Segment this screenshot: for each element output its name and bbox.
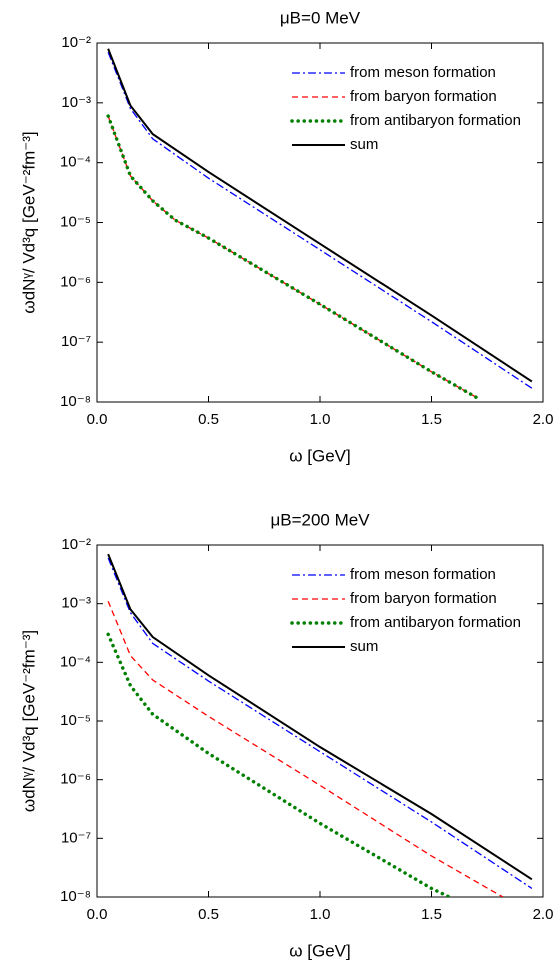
y-tick-label: 10⁻⁸ — [60, 888, 91, 905]
legend-label: from baryon formation — [350, 590, 497, 607]
x-tick-label: 1.0 — [310, 411, 331, 428]
series-line — [106, 114, 478, 400]
series-line — [107, 553, 533, 881]
y-tick-label: 10⁻⁵ — [60, 712, 91, 729]
legend-label: sum — [350, 638, 378, 655]
y-tick-label: 10⁻⁶ — [60, 273, 91, 290]
x-tick-label: 0.0 — [87, 906, 108, 923]
y-axis-label: ωdNᵞ/ Vd³q [GeV⁻²fm⁻³] — [19, 630, 38, 812]
chart-title: μB=200 MeV — [270, 510, 370, 529]
legend-label: sum — [350, 136, 378, 153]
y-tick-label: 10⁻⁷ — [61, 333, 91, 350]
legend-label: from antibaryon formation — [350, 112, 521, 129]
legend-label: from meson formation — [350, 64, 496, 81]
y-tick-label: 10⁻² — [61, 536, 91, 553]
series-line — [107, 557, 533, 889]
series-line — [107, 52, 533, 389]
panel: μB=0 MeV ω [GeV] ωdNᵞ/ Vd³q [GeV⁻²fm⁻³] 0.0… — [19, 8, 553, 465]
x-tick-label: 2.0 — [533, 411, 554, 428]
series-line — [107, 48, 533, 383]
series-line — [107, 115, 477, 398]
y-tick-label: 10⁻⁵ — [60, 213, 91, 230]
x-tick-label: 1.5 — [421, 411, 442, 428]
y-tick-label: 10⁻⁷ — [61, 829, 91, 846]
y-tick-label: 10⁻⁴ — [60, 154, 91, 171]
y-tick-label: 10⁻³ — [61, 595, 91, 612]
x-tick-label: 0.0 — [87, 411, 108, 428]
x-axis-label: ω [GeV] — [289, 446, 350, 465]
x-tick-label: 1.5 — [421, 906, 442, 923]
plot-frame — [96, 544, 544, 898]
legend-label: from meson formation — [350, 566, 496, 583]
x-tick-label: 0.5 — [198, 906, 219, 923]
y-axis-label: ωdNᵞ/ Vd³q [GeV⁻²fm⁻³] — [19, 131, 38, 313]
x-tick-label: 1.0 — [310, 906, 331, 923]
legend-label: from baryon formation — [350, 88, 497, 105]
y-tick-label: 10⁻² — [61, 34, 91, 51]
x-tick-label: 2.0 — [533, 906, 554, 923]
y-tick-label: 10⁻³ — [61, 94, 91, 111]
legend-label: from antibaryon formation — [350, 614, 521, 631]
x-axis-label: ω [GeV] — [289, 941, 350, 960]
chart-title: μB=0 MeV — [280, 8, 361, 27]
series-line — [107, 600, 504, 897]
y-tick-label: 10⁻⁶ — [60, 771, 91, 788]
x-tick-label: 0.5 — [198, 411, 219, 428]
plot-frame — [96, 42, 544, 403]
panel: μB=200 MeV ω [GeV] ωdNᵞ/ Vd³q [GeV⁻²fm⁻³] 0… — [19, 510, 553, 960]
y-tick-label: 10⁻⁸ — [60, 393, 91, 410]
series-line — [106, 632, 452, 897]
y-tick-label: 10⁻⁴ — [60, 653, 91, 670]
